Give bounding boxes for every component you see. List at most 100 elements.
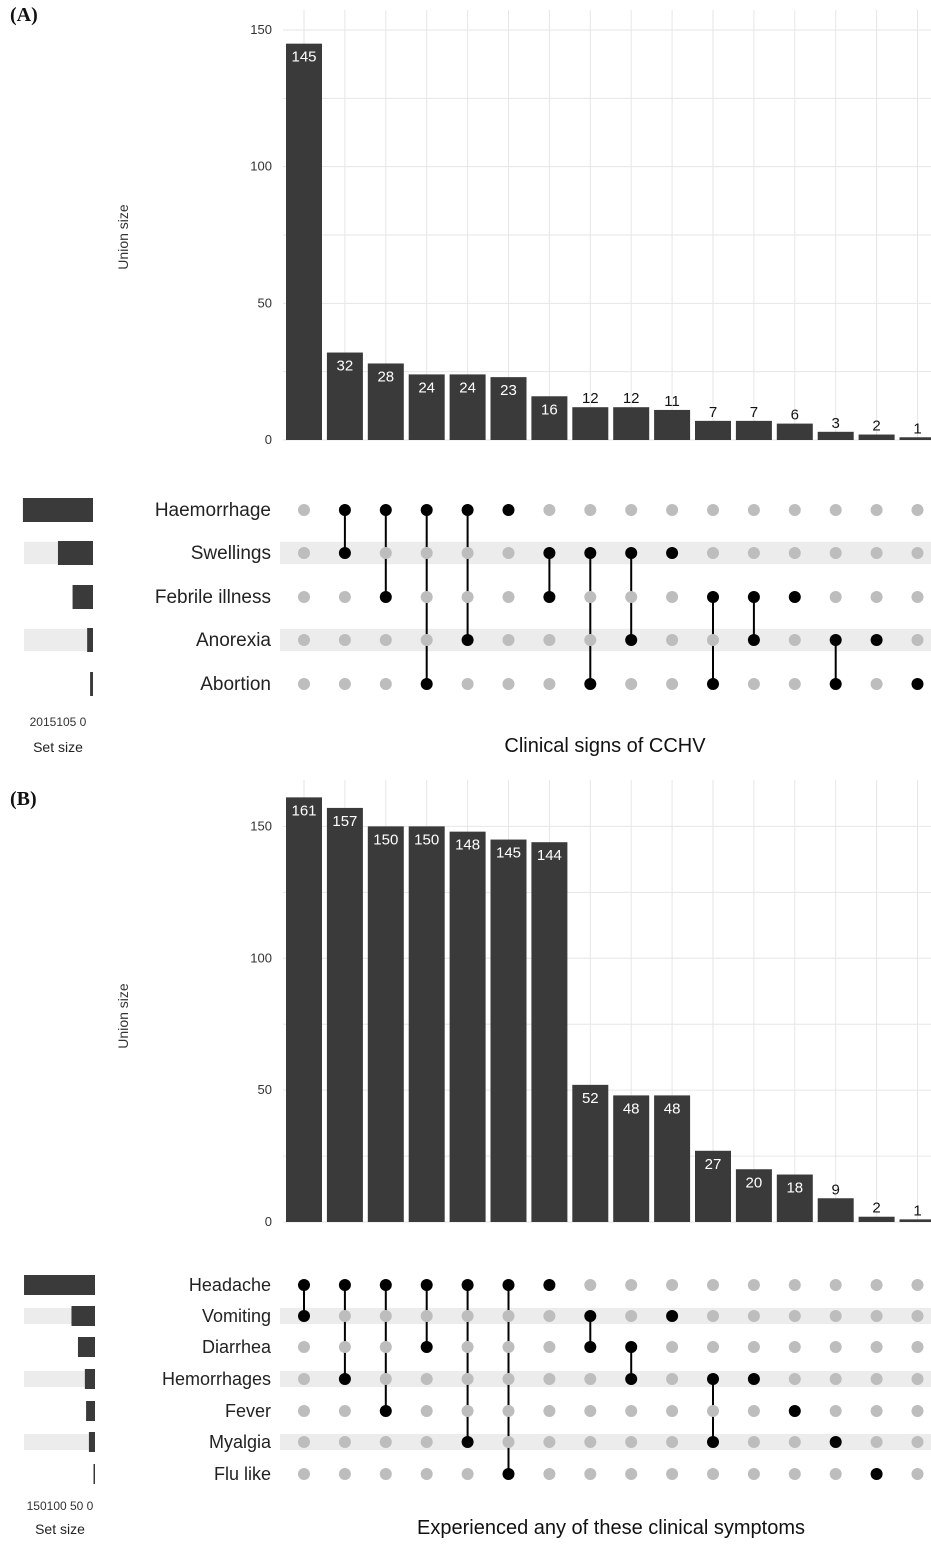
matrix-dot-inactive xyxy=(911,634,924,646)
matrix-dot-inactive xyxy=(870,1310,883,1322)
bar-value-label: 157 xyxy=(332,813,357,830)
matrix-dot-active xyxy=(584,678,597,690)
bar xyxy=(858,1216,895,1222)
matrix-dot-inactive xyxy=(502,1341,515,1353)
matrix-dot-active xyxy=(461,1436,474,1448)
set-size-bar xyxy=(88,1432,95,1452)
y-tick-label: 150 xyxy=(250,818,272,833)
matrix-dot-inactive xyxy=(502,678,515,690)
matrix-dot-inactive xyxy=(338,634,351,646)
matrix-dot-inactive xyxy=(747,678,760,690)
bar xyxy=(776,423,813,440)
matrix-dot-active xyxy=(747,1373,760,1385)
matrix-dot-inactive xyxy=(911,504,924,516)
y-tick-label: 50 xyxy=(258,1082,272,1097)
set-size-bar xyxy=(90,672,93,696)
set-size-bar xyxy=(24,1275,95,1295)
matrix-dot-active xyxy=(707,591,719,603)
matrix-dot-active xyxy=(829,634,842,646)
matrix-dot-active xyxy=(625,1373,638,1385)
matrix-dot-active xyxy=(584,1341,597,1353)
matrix-dot-inactive xyxy=(502,1373,515,1385)
matrix-dot-inactive xyxy=(584,591,597,603)
matrix-dot-inactive xyxy=(666,1436,679,1448)
matrix-dot-inactive xyxy=(543,1373,556,1385)
bar-value-label: 24 xyxy=(418,379,435,396)
matrix-dot-inactive xyxy=(543,1310,556,1322)
set-size-bar xyxy=(72,585,93,609)
matrix-dot-inactive xyxy=(420,1373,433,1385)
bar-value-label: 48 xyxy=(664,1100,681,1117)
set-size-label: Set size xyxy=(35,1521,85,1537)
y-tick-label: 0 xyxy=(265,1214,272,1229)
bar-value-label: 150 xyxy=(414,831,439,848)
set-size-bar xyxy=(57,541,93,565)
matrix-dot-inactive xyxy=(747,1279,760,1291)
bar xyxy=(367,363,404,440)
matrix-dot-inactive xyxy=(543,1405,556,1417)
matrix-dot-inactive xyxy=(625,1436,638,1448)
bar-value-label: 7 xyxy=(709,404,717,421)
matrix-stripe xyxy=(280,541,931,565)
matrix-dot-inactive xyxy=(420,1405,433,1417)
set-label: Abortion xyxy=(200,674,271,695)
bar-value-label: 145 xyxy=(496,845,521,862)
matrix-dot-active xyxy=(584,547,597,559)
matrix-stripe xyxy=(280,1307,931,1325)
bar-value-label: 11 xyxy=(664,393,680,410)
x-axis-label: Experienced any of these clinical sympto… xyxy=(417,1517,805,1539)
bar-value-label: 145 xyxy=(291,49,316,66)
matrix-dot-active xyxy=(420,1341,433,1353)
matrix-dot-inactive xyxy=(338,678,351,690)
bar xyxy=(899,437,931,440)
matrix-dot-active xyxy=(420,1279,433,1291)
bar-value-label: 150 xyxy=(373,831,398,848)
matrix-dot-inactive xyxy=(870,547,883,559)
matrix-dot-active xyxy=(379,1405,392,1417)
matrix-dot-inactive xyxy=(870,1279,883,1291)
bar xyxy=(286,43,322,441)
matrix-dot-inactive xyxy=(788,1373,801,1385)
matrix-dot-inactive xyxy=(666,1468,679,1480)
matrix-dot-inactive xyxy=(666,678,679,690)
set-size-bar xyxy=(87,628,93,652)
matrix-dot-inactive xyxy=(502,1436,515,1448)
bar xyxy=(367,826,404,1222)
matrix-dot-inactive xyxy=(747,1405,760,1417)
matrix-dot-inactive xyxy=(911,547,924,559)
matrix-dot-inactive xyxy=(666,634,679,646)
matrix-dot-inactive xyxy=(625,678,638,690)
matrix-dot-active xyxy=(420,504,433,516)
bar-value-label: 23 xyxy=(500,382,517,399)
bar-value-label: 20 xyxy=(746,1174,763,1191)
bar xyxy=(531,396,568,440)
matrix-dot-active xyxy=(707,1436,719,1448)
matrix-dot-inactive xyxy=(911,591,924,603)
bar-value-label: 48 xyxy=(623,1100,640,1117)
matrix-dot-inactive xyxy=(747,1341,760,1353)
matrix-dot-active xyxy=(747,634,760,646)
bar xyxy=(408,374,445,440)
matrix-dot-inactive xyxy=(298,1436,310,1448)
bar-value-label: 7 xyxy=(750,404,758,421)
matrix-dot-inactive xyxy=(298,1373,310,1385)
matrix-dot-inactive xyxy=(666,591,679,603)
bar-value-label: 16 xyxy=(541,401,558,418)
y-tick-label: 100 xyxy=(250,950,272,965)
set-label: Flu like xyxy=(214,1464,271,1484)
matrix-dot-inactive xyxy=(502,634,515,646)
bar xyxy=(572,407,609,440)
bar-value-label: 2 xyxy=(872,1200,880,1217)
set-size-bar xyxy=(77,1337,95,1357)
matrix-dot-inactive xyxy=(420,1310,433,1322)
bar xyxy=(490,377,527,440)
matrix-dot-inactive xyxy=(584,1468,597,1480)
bar-value-label: 2 xyxy=(872,418,880,435)
bar xyxy=(899,1219,931,1222)
bar xyxy=(817,1198,854,1222)
matrix-dot-inactive xyxy=(829,504,842,516)
bar xyxy=(817,431,854,440)
matrix-dot-inactive xyxy=(298,504,310,516)
matrix-dot-active xyxy=(625,634,638,646)
